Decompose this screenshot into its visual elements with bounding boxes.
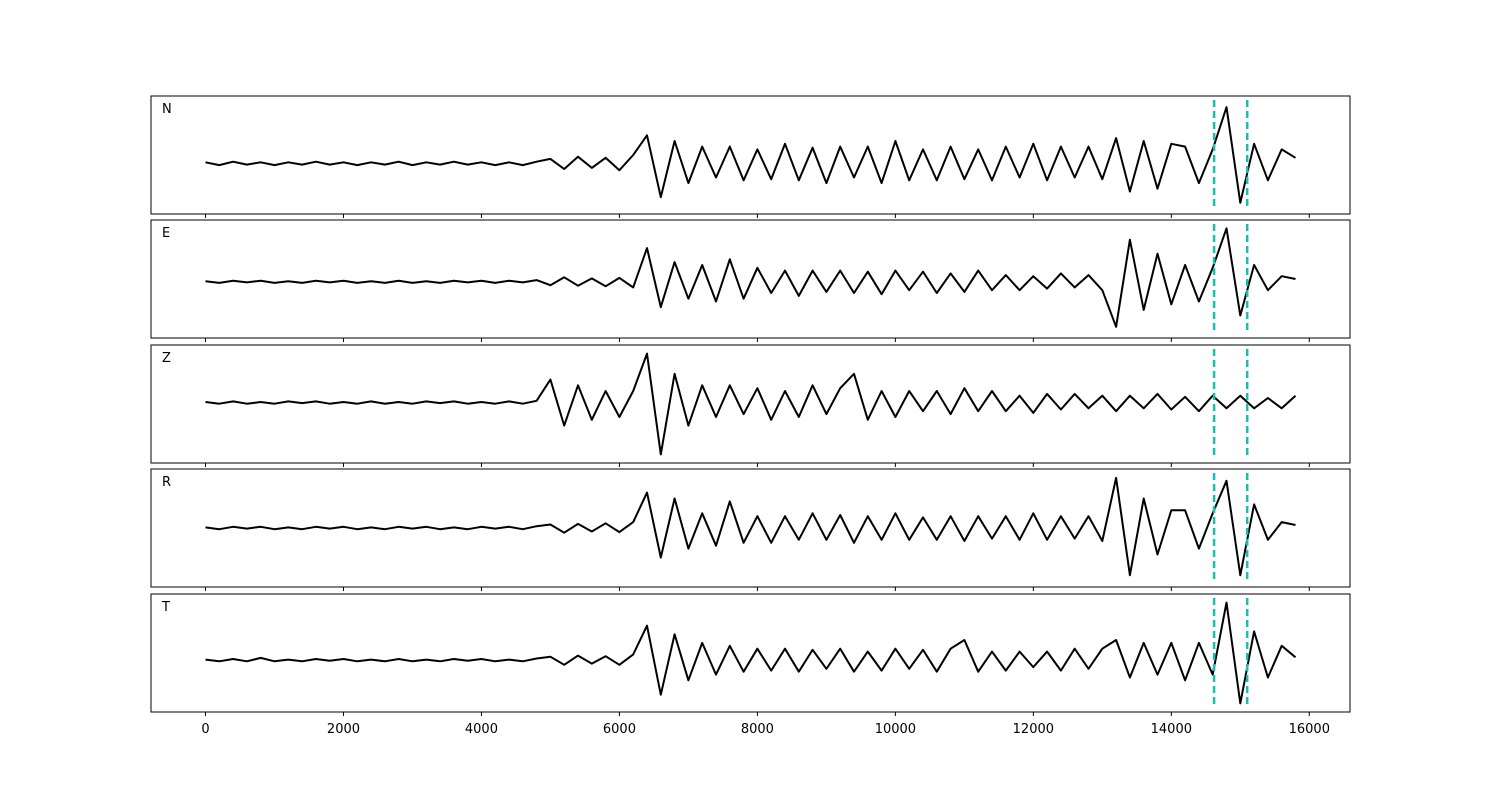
panel-frame <box>150 219 1351 339</box>
trace <box>205 352 1297 456</box>
x-tick-label: 14000 <box>1151 722 1192 737</box>
panel-label: R <box>162 475 171 490</box>
x-tick-label: 10000 <box>875 722 916 737</box>
panel-frame <box>150 95 1351 215</box>
panel-frame <box>150 593 1351 713</box>
panel-label: T <box>161 600 170 615</box>
x-tick-label: 12000 <box>1013 722 1054 737</box>
x-tick-label: 16000 <box>1289 722 1330 737</box>
x-tick-label: 0 <box>201 722 209 737</box>
panel-frame <box>150 468 1351 588</box>
panel-label: N <box>162 102 172 117</box>
trace <box>205 476 1296 577</box>
x-tick-label: 6000 <box>603 722 636 737</box>
trace <box>205 601 1297 705</box>
x-tick-label: 4000 <box>465 722 498 737</box>
trace <box>205 106 1297 204</box>
trace <box>205 227 1296 328</box>
panel-frame <box>150 344 1351 464</box>
panel-label: Z <box>162 351 171 366</box>
x-tick-label: 8000 <box>741 722 774 737</box>
panel-label: E <box>162 226 170 241</box>
x-tick-label: 2000 <box>327 722 360 737</box>
